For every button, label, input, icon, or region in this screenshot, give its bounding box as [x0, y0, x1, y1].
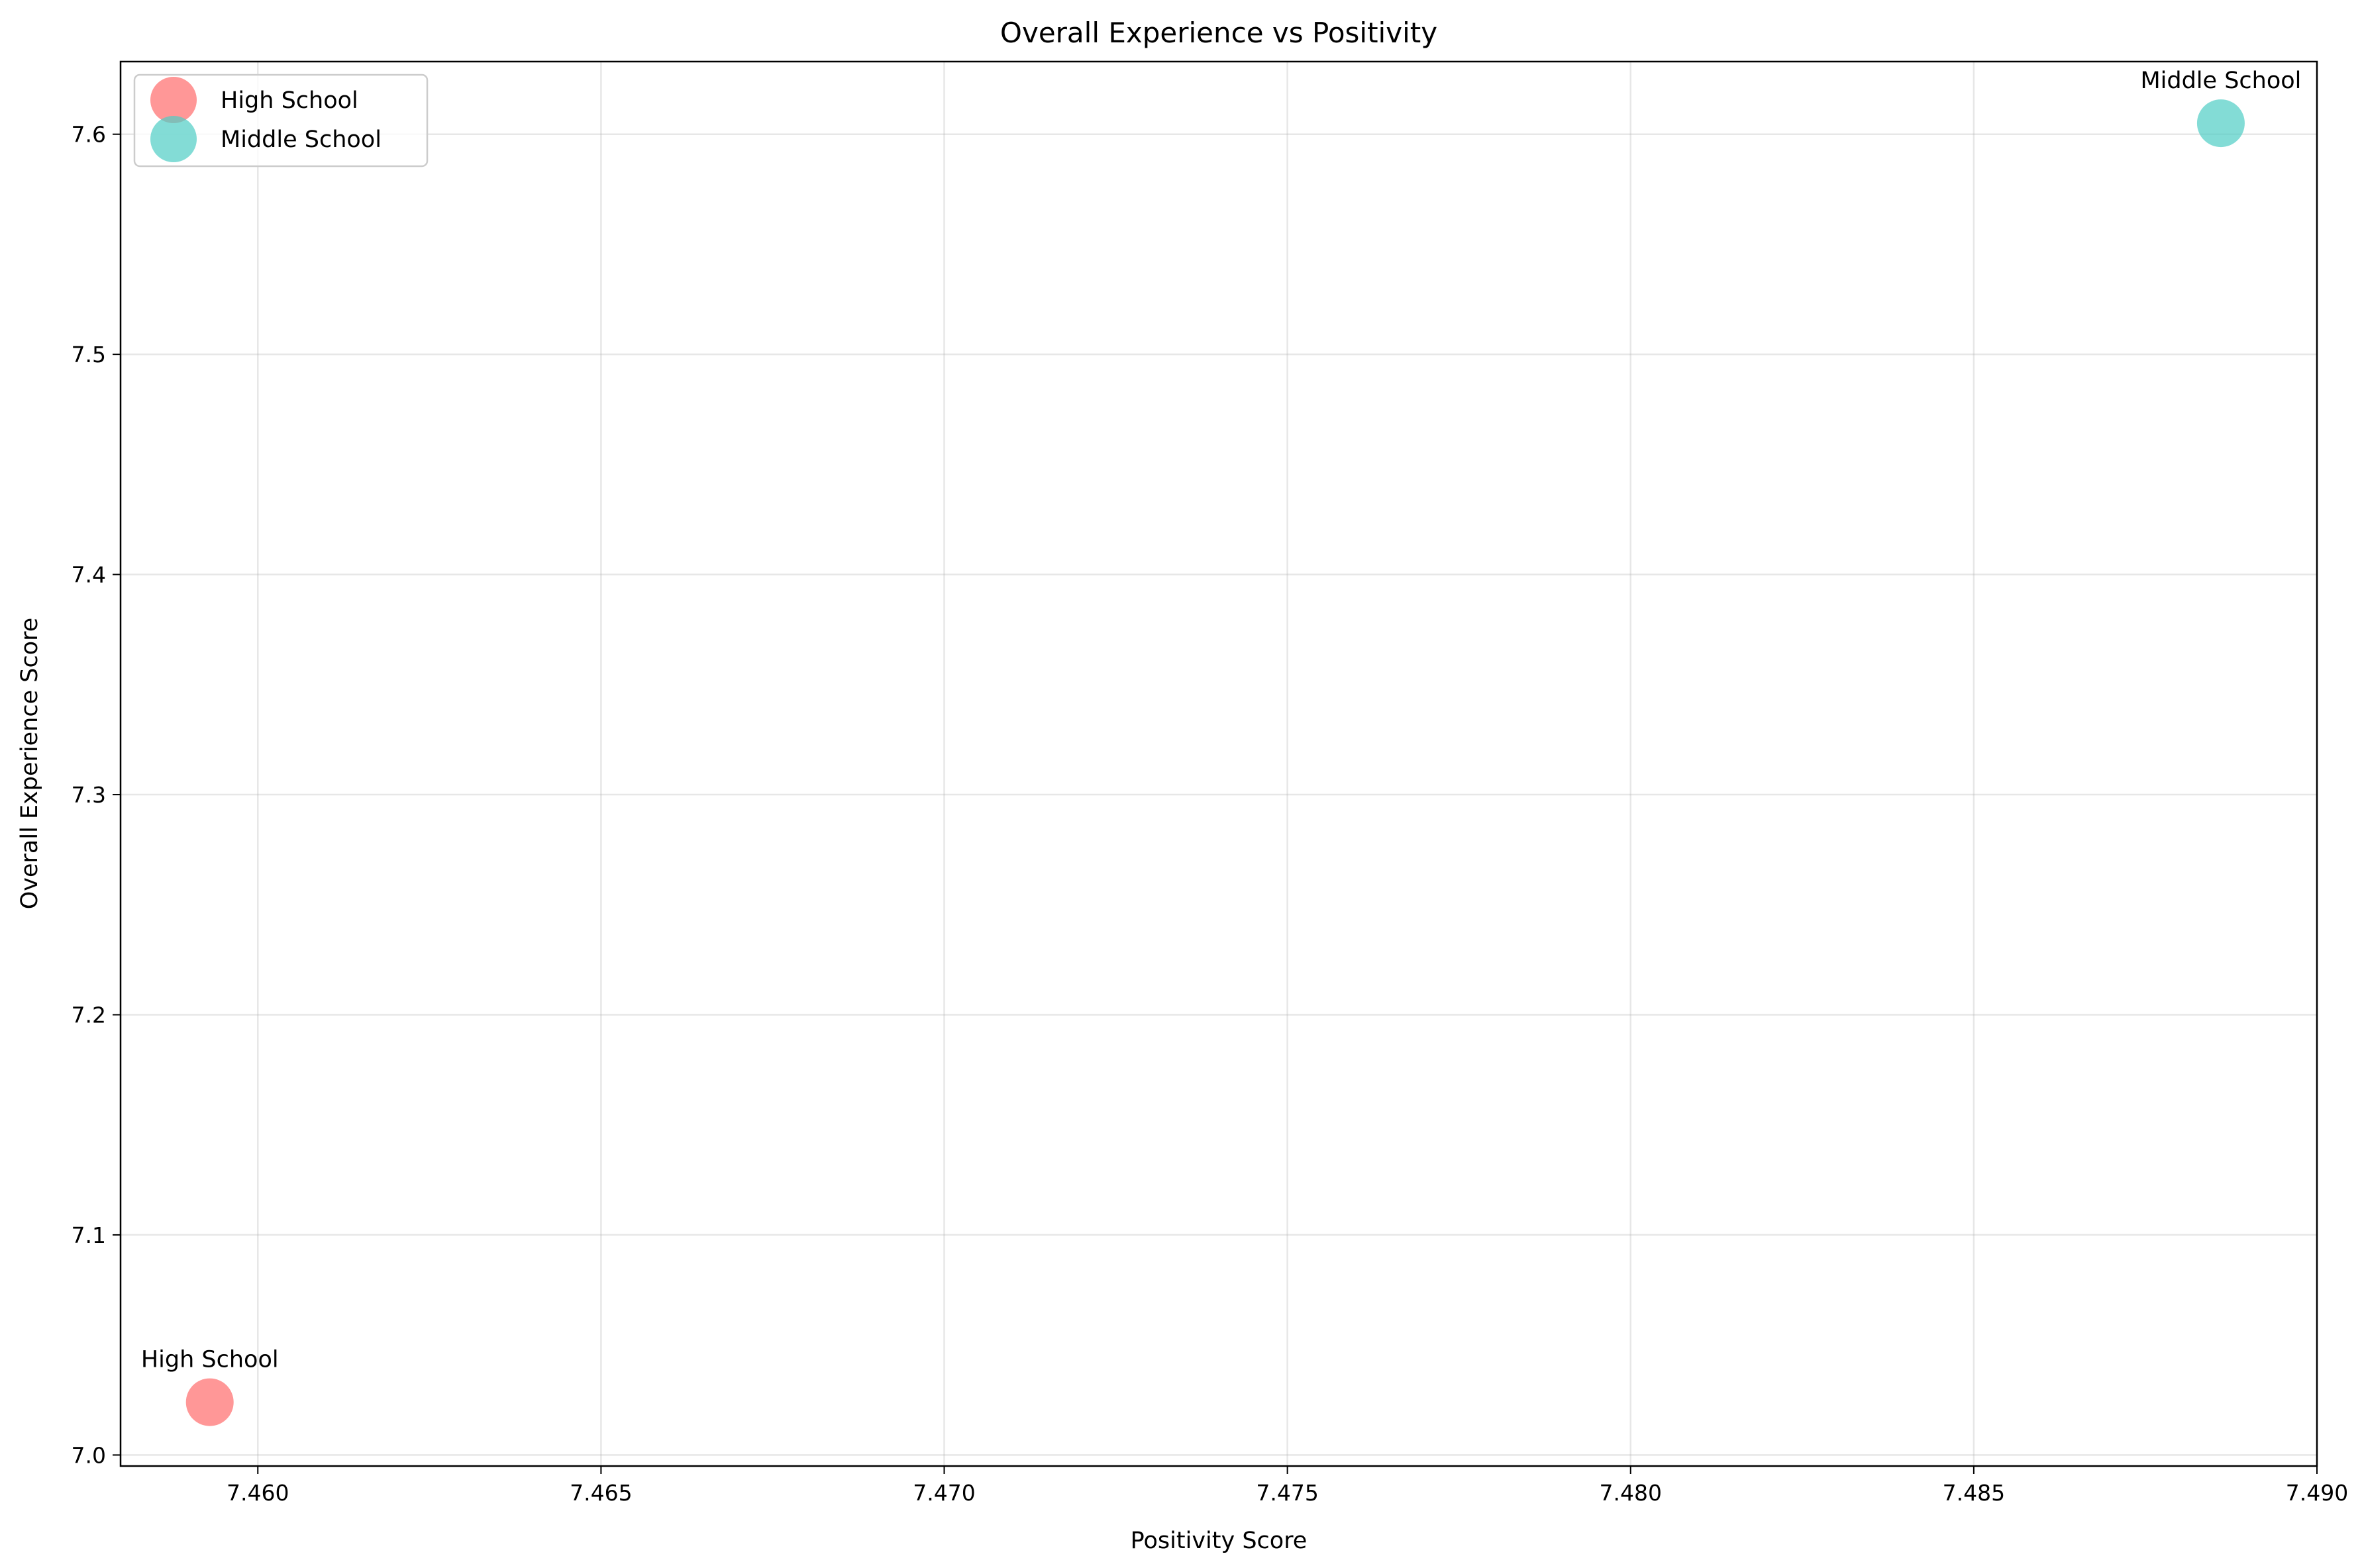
legend-label-high-school: High School: [221, 87, 358, 114]
y-tick-label: 7.5: [72, 342, 106, 368]
legend-box: [133, 74, 429, 168]
x-tick-label: 7.475: [1256, 1480, 1318, 1506]
data-points: [185, 99, 2245, 1426]
y-tick-label: 7.2: [72, 1002, 106, 1028]
point-high-school: [185, 1378, 234, 1426]
x-tick-label: 7.490: [2286, 1480, 2348, 1506]
y-tick-label: 7.4: [72, 562, 106, 588]
x-tick-label: 7.480: [1600, 1480, 1662, 1506]
y-tick-label: 7.0: [72, 1442, 106, 1468]
legend-marker-middle-school: [150, 116, 197, 162]
y-axis-label: Overall Experience Score: [17, 618, 43, 910]
x-tick-label: 7.485: [1943, 1480, 2005, 1506]
legend: High School Middle School: [133, 74, 429, 168]
annotation-high-school: High School: [141, 1347, 279, 1373]
point-annotations: High School Middle School: [141, 68, 2302, 1373]
chart-title: Overall Experience vs Positivity: [1000, 17, 1437, 49]
y-tick-label: 7.1: [72, 1222, 106, 1248]
x-tick-label: 7.465: [570, 1480, 632, 1506]
x-tick-label: 7.460: [227, 1480, 289, 1506]
x-axis-label: Positivity Score: [1131, 1528, 1308, 1554]
y-tick-label: 7.3: [72, 782, 106, 808]
x-tick-label: 7.470: [913, 1480, 975, 1506]
legend-label-middle-school: Middle School: [221, 126, 382, 153]
point-middle-school: [2196, 99, 2245, 148]
x-axis-ticks: 7.460 7.465 7.470 7.475 7.480 7.485 7.490: [227, 1466, 2348, 1506]
plot-frame: [119, 60, 2318, 1467]
legend-marker-high-school: [150, 77, 197, 123]
annotation-middle-school: Middle School: [2140, 68, 2301, 94]
y-axis-ticks: 7.0 7.1 7.2 7.3 7.4 7.5 7.6: [72, 122, 121, 1468]
grid: [121, 62, 2318, 1466]
y-tick-label: 7.6: [72, 122, 106, 148]
